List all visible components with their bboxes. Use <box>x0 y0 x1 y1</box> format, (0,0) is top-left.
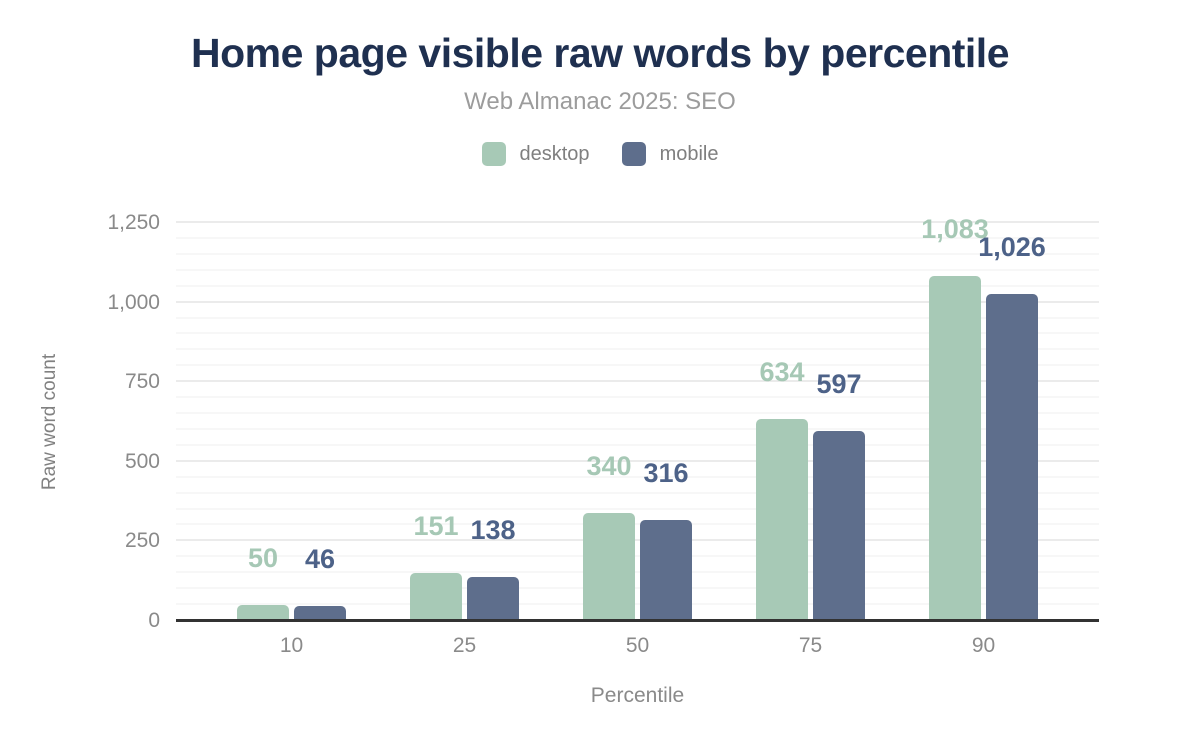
bar-desktop-10: 50 <box>237 545 289 621</box>
gridline-major <box>176 300 1099 303</box>
bar-mobile-25: 138 <box>467 517 519 621</box>
gridline-minor <box>176 443 1099 446</box>
chart-subtitle: Web Almanac 2025: SEO <box>464 88 736 115</box>
bar-desktop-90: 1,083 <box>921 216 989 621</box>
chart-title: Home page visible raw words by percentil… <box>191 30 1010 76</box>
gridline-major <box>176 380 1099 383</box>
bar-mobile-75: 597 <box>813 370 865 621</box>
x-tick-label: 25 <box>452 634 477 657</box>
bar-mobile-10: 46 <box>294 546 346 621</box>
bar-value-label-desktop-50: 340 <box>586 450 632 481</box>
gridline-minor <box>176 475 1099 478</box>
gridline-minor <box>176 332 1099 335</box>
bar-value-label-desktop-75: 634 <box>759 357 805 388</box>
bar-group-10: 50 46 10 <box>205 223 378 657</box>
bar-group-25: 151 138 25 <box>378 223 551 657</box>
bar-value-label-desktop-90: 1,083 <box>921 214 989 245</box>
x-tick-label: 10 <box>279 634 304 657</box>
y-tick-label: 500 <box>124 449 160 473</box>
bar-group-75: 634 597 75 <box>724 223 897 657</box>
legend-item-mobile[interactable]: mobile <box>621 142 719 166</box>
y-tick-label: 750 <box>124 370 160 394</box>
y-tick-label: 250 <box>124 529 160 553</box>
x-tick-label: 90 <box>971 634 996 657</box>
gridline-minor <box>176 427 1099 430</box>
gridline-minor <box>176 284 1099 287</box>
bar-value-label-mobile-25: 138 <box>470 515 516 546</box>
plot-area: 50 46 10 151 138 25 340 316 50 634 597 75 1,083 1,026… <box>107 211 1099 657</box>
gridline-major <box>176 539 1099 542</box>
bar-groups: 50 46 10 151 138 25 340 316 50 634 597 75 1,083 1,026… <box>176 216 1099 657</box>
x-tick-label: 50 <box>625 634 650 657</box>
gridline-minor <box>176 236 1099 239</box>
x-axis-line <box>176 619 1099 622</box>
gridline-minor <box>176 316 1099 319</box>
bar-group-50: 340 316 50 <box>551 223 724 657</box>
bar-desktop-75: 634 <box>756 359 808 621</box>
mobile-series-swatch-icon <box>621 142 646 166</box>
gridline-major <box>176 459 1099 462</box>
gridline-major <box>176 221 1099 223</box>
bar-group-90: 1,083 1,026 90 <box>897 216 1070 657</box>
bar-value-label-desktop-10: 50 <box>247 543 279 574</box>
bar-value-label-mobile-10: 46 <box>304 544 336 575</box>
desktop-series-swatch-icon <box>481 142 506 166</box>
bar-value-label-mobile-75: 597 <box>816 368 862 399</box>
x-axis-title: Percentile <box>590 684 685 707</box>
bar-value-label-mobile-90: 1,026 <box>978 232 1046 263</box>
gridline-minor <box>176 603 1099 606</box>
bar-value-label-mobile-50: 316 <box>643 458 689 489</box>
gridline-minor <box>176 571 1099 574</box>
legend: desktop mobile <box>0 142 1200 166</box>
bar-desktop-50: 340 <box>583 452 635 621</box>
bar-desktop-25: 151 <box>410 512 462 621</box>
bar-mobile-90: 1,026 <box>978 234 1046 621</box>
gridline-minor <box>176 252 1099 255</box>
gridline-minor <box>176 412 1099 415</box>
gridline-minor <box>176 364 1099 367</box>
legend-item-desktop[interactable]: desktop <box>481 142 590 166</box>
gridline-minor <box>176 507 1099 510</box>
bar-value-label-desktop-25: 151 <box>413 510 459 541</box>
legend-label-desktop: desktop <box>519 142 590 165</box>
legend-label-mobile: mobile <box>659 142 719 165</box>
gridline-minor <box>176 587 1099 590</box>
gridline-minor <box>176 396 1099 399</box>
gridline-minor <box>176 555 1099 558</box>
y-tick-label: 1,000 <box>107 290 160 314</box>
gridline-minor <box>176 348 1099 351</box>
gridline-minor <box>176 523 1099 526</box>
gridline-minor <box>176 491 1099 494</box>
y-tick-label: 1,250 <box>107 211 160 234</box>
x-tick-label: 75 <box>798 634 823 657</box>
bar-mobile-50: 316 <box>640 460 692 621</box>
y-tick-label: 0 <box>148 609 160 632</box>
gridline-minor <box>176 268 1099 271</box>
y-axis-title: Raw word count <box>39 353 60 491</box>
